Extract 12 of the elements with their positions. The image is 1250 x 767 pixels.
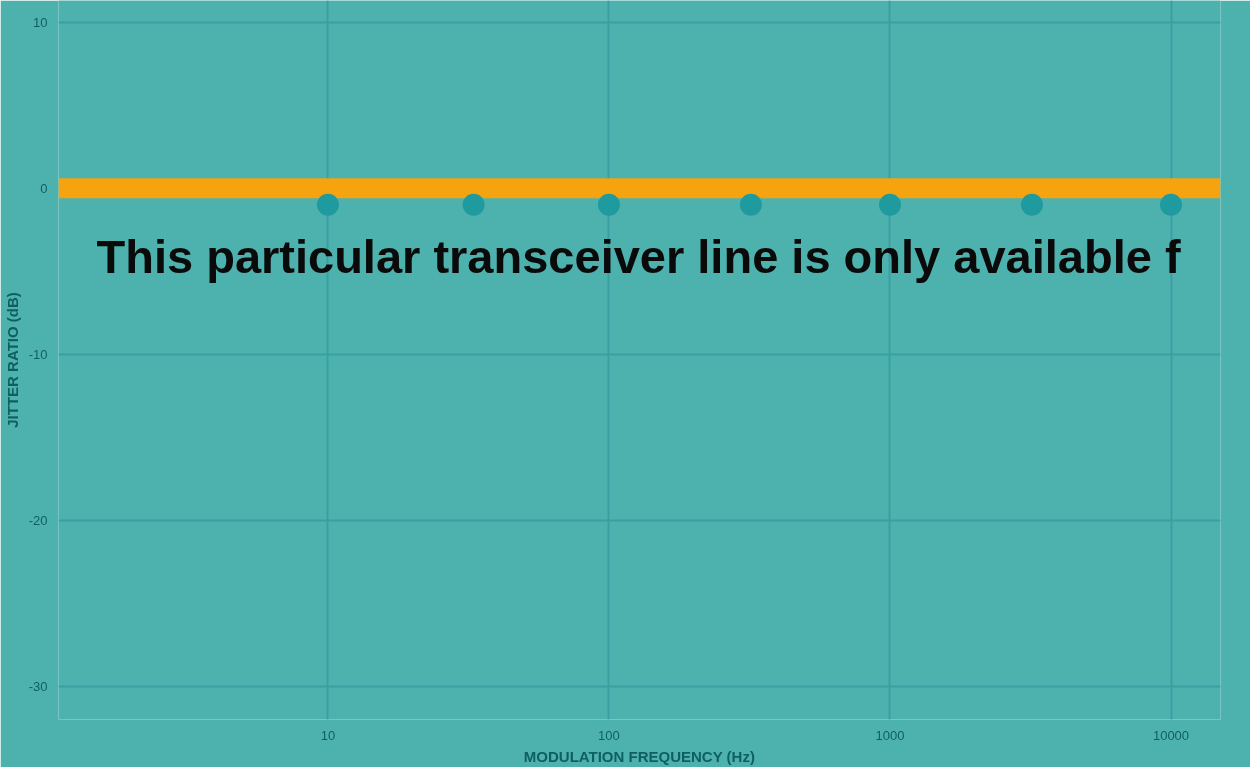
y-axis-title: JITTER RATIO (dB) [3,292,21,428]
x-axis-title: MODULATION FREQUENCY (Hz) [523,747,755,765]
y-tick-label: -20 [28,512,48,528]
y-tick-label: -30 [28,678,48,694]
x-tick-label: 10000 [1152,727,1190,743]
x-tick-label: 1000 [875,727,905,743]
y-tick-label: 10 [33,14,48,30]
y-tick-label: 0 [40,180,48,196]
x-tick-label: 10 [320,727,336,743]
annotation: This particular transceiver line is only available f [96,229,1181,283]
x-tick-label: 100 [598,727,620,743]
y-tick-label: -10 [28,346,48,362]
